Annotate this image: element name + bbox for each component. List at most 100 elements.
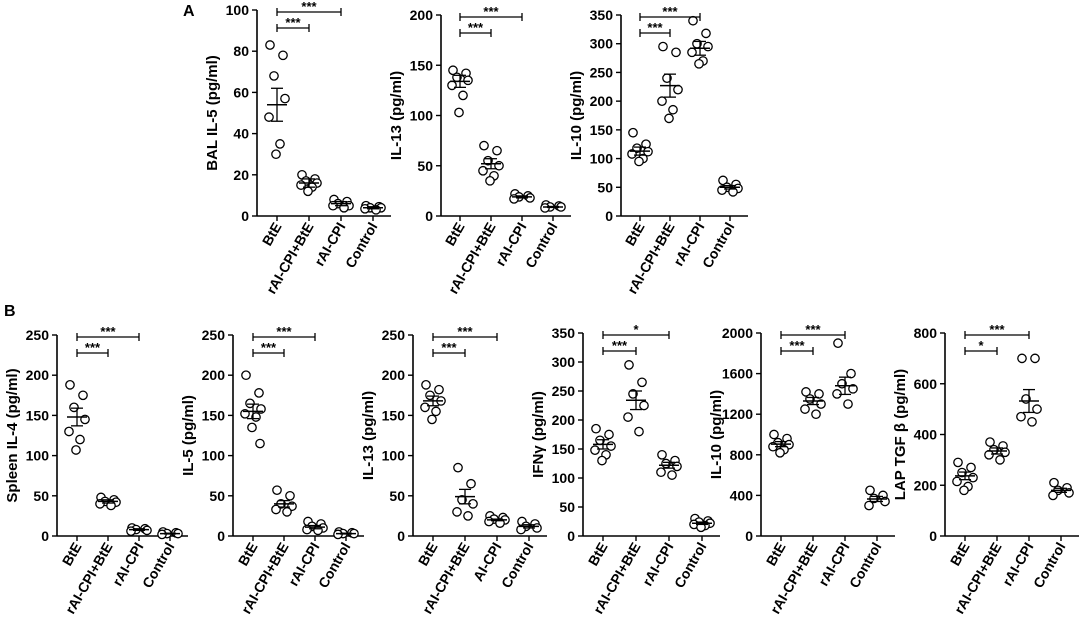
- data-point: [959, 485, 969, 496]
- y-tick-label: 60: [233, 84, 249, 100]
- data-point: [285, 490, 295, 501]
- data-point: [701, 28, 711, 39]
- data-point: [271, 149, 281, 160]
- data-point: [296, 180, 306, 190]
- y-axis-title: BAL IL-5 (pg/ml): [204, 55, 221, 171]
- data-point: [278, 50, 288, 61]
- data-point: [688, 15, 698, 26]
- data-point: [75, 434, 85, 445]
- data-point: [264, 112, 274, 122]
- data-point: [447, 80, 457, 91]
- data-point: [1048, 490, 1058, 501]
- data-point: [628, 127, 638, 138]
- data-point: [634, 426, 644, 437]
- y-tick-label: 200: [914, 477, 938, 493]
- panel-letter-b: B: [4, 303, 16, 320]
- category-label: BtE: [585, 540, 611, 569]
- y-tick-label: 350: [552, 325, 576, 341]
- data-point: [658, 41, 668, 52]
- y-tick-label: 200: [552, 412, 576, 428]
- y-tick-label: 150: [202, 407, 226, 423]
- data-point: [717, 185, 727, 196]
- y-axis-title: Spleen IL-4 (pg/ml): [4, 368, 21, 502]
- y-tick-label: 200: [382, 367, 406, 383]
- y-tick-label: 400: [914, 427, 938, 443]
- data-point: [269, 71, 279, 81]
- data-point: [995, 455, 1005, 465]
- data-point: [427, 414, 437, 425]
- y-tick-label: 150: [26, 407, 50, 423]
- data-point: [590, 445, 600, 456]
- y-tick-label: 1200: [722, 406, 753, 422]
- y-tick-label: 100: [590, 151, 614, 167]
- data-point: [478, 165, 488, 176]
- panel-letter-a: A: [183, 3, 195, 20]
- data-point: [1027, 416, 1037, 427]
- y-tick-label: 150: [552, 441, 576, 457]
- y-tick-label: 100: [410, 108, 434, 124]
- data-point: [952, 476, 962, 487]
- data-point: [624, 360, 634, 370]
- y-tick-label: 0: [745, 528, 753, 544]
- y-tick-label: 50: [209, 488, 225, 504]
- data-point: [623, 412, 633, 422]
- y-tick-label: 250: [382, 327, 406, 343]
- y-tick-label: 150: [382, 407, 406, 423]
- significance-label: ***: [457, 324, 473, 339]
- significance-label: ***: [301, 0, 317, 14]
- y-tick-label: 200: [202, 367, 226, 383]
- data-point: [703, 41, 713, 52]
- category-label: BtE: [947, 540, 973, 569]
- category-label: BtE: [59, 540, 85, 569]
- data-point: [597, 455, 607, 466]
- data-point: [953, 457, 963, 468]
- category-label: Control: [671, 540, 710, 591]
- y-tick-label: 1600: [722, 366, 753, 382]
- data-point: [282, 507, 292, 517]
- data-point: [966, 462, 976, 473]
- significance-label: ***: [662, 4, 678, 19]
- significance-label: ***: [261, 340, 277, 355]
- data-point: [604, 429, 614, 440]
- data-point: [485, 175, 495, 186]
- category-label: BtE: [415, 540, 441, 569]
- data-point: [434, 384, 444, 395]
- data-point: [591, 423, 601, 434]
- data-point: [458, 90, 468, 101]
- data-point: [801, 387, 811, 397]
- significance-label: ***: [100, 324, 116, 339]
- data-point: [448, 65, 458, 76]
- data-point: [69, 402, 79, 413]
- significance-label: ***: [285, 15, 301, 30]
- y-tick-label: 200: [590, 93, 614, 109]
- y-tick-label: 300: [590, 36, 614, 52]
- y-tick-label: 200: [26, 367, 50, 383]
- y-tick-label: 50: [33, 488, 49, 504]
- y-tick-label: 80: [233, 43, 249, 59]
- data-point: [452, 507, 462, 517]
- y-tick-label: 0: [605, 208, 613, 224]
- y-tick-label: 600: [914, 376, 938, 392]
- data-point: [1032, 404, 1042, 414]
- data-point: [71, 445, 81, 455]
- data-point: [303, 186, 313, 197]
- category-label: AI-CPI: [470, 540, 505, 584]
- data-point: [656, 467, 666, 478]
- data-point: [984, 449, 994, 460]
- y-tick-label: 250: [26, 327, 50, 343]
- y-axis-title: IFNγ (pg/ml): [530, 391, 547, 478]
- category-label: BtE: [442, 220, 468, 249]
- data-point: [1030, 353, 1040, 364]
- significance-label: ***: [85, 340, 101, 355]
- data-point: [639, 400, 649, 411]
- data-point: [848, 383, 858, 394]
- y-tick-label: 50: [389, 488, 405, 504]
- y-tick-label: 0: [425, 208, 433, 224]
- data-point: [272, 485, 282, 496]
- y-tick-label: 100: [552, 470, 576, 486]
- significance-label: *: [633, 322, 639, 337]
- y-tick-label: 0: [397, 528, 405, 544]
